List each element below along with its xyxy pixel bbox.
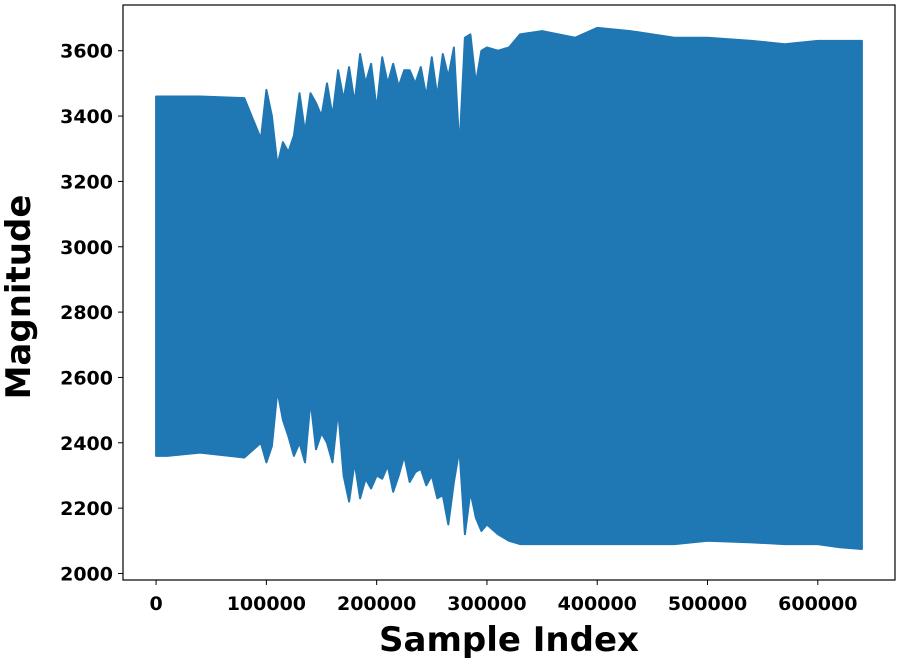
x-tick-label: 0 xyxy=(149,593,162,615)
y-axis-title: Magnitude xyxy=(0,195,39,400)
y-tick-label: 2800 xyxy=(60,302,113,324)
y-tick-label: 3200 xyxy=(60,171,113,193)
y-tick-label: 3600 xyxy=(60,41,113,63)
series-area-0 xyxy=(155,26,863,550)
y-tick-label: 2400 xyxy=(60,433,113,455)
x-tick-label: 400000 xyxy=(558,593,637,615)
x-tick-label: 100000 xyxy=(227,593,306,615)
y-tick-label: 3400 xyxy=(60,106,113,128)
x-tick-label: 600000 xyxy=(778,593,857,615)
x-axis-ticks: 0 100000 200000 300000 400000 500000 600000 xyxy=(149,580,857,615)
x-tick-label: 200000 xyxy=(337,593,416,615)
plot-area xyxy=(155,26,863,550)
y-axis-ticks: 2000 2200 2400 2600 2800 3000 3200 3400 3600 xyxy=(60,41,123,585)
x-tick-label: 500000 xyxy=(668,593,747,615)
axes-frame xyxy=(122,4,896,581)
x-tick-label: 300000 xyxy=(447,593,526,615)
y-tick-label: 3000 xyxy=(60,237,113,259)
x-axis-title: Sample Index xyxy=(379,620,639,660)
y-tick-label: 2600 xyxy=(60,367,113,389)
y-tick-label: 2200 xyxy=(60,498,113,520)
y-tick-label: 2000 xyxy=(60,563,113,585)
